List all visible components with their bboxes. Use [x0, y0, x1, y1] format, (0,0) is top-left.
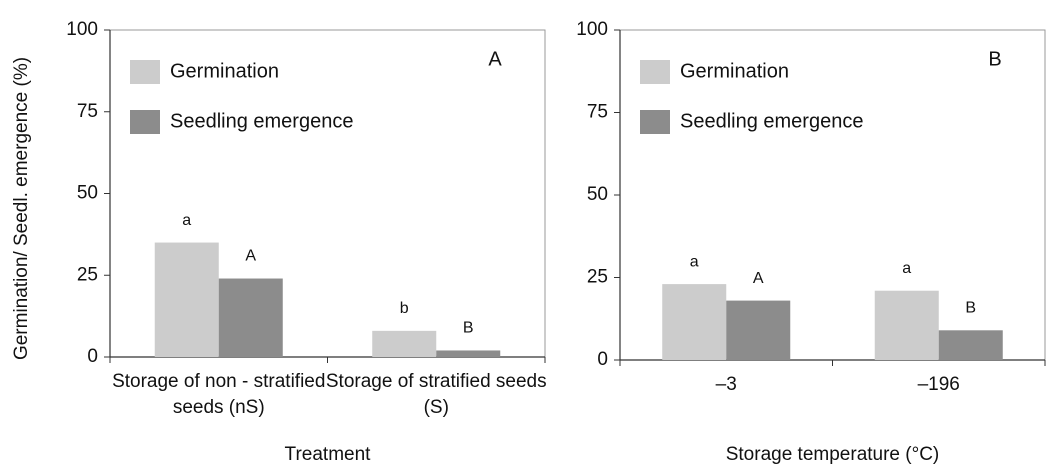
bar-letter: b	[400, 300, 409, 317]
y-tick-label: 75	[77, 101, 98, 122]
x-tick-label: Storage of non - stratified seeds (nS)	[112, 371, 326, 418]
bar	[372, 330, 437, 357]
legend-label: Germination	[170, 60, 279, 82]
x-tick-label: –3	[715, 374, 737, 395]
y-tick-label: 50	[587, 184, 608, 205]
legend-swatch	[130, 60, 160, 84]
bar-letter: B	[463, 320, 474, 337]
y-tick-label: 100	[576, 19, 608, 40]
bar-letter: A	[753, 270, 764, 287]
legend-label: Germination	[680, 60, 789, 82]
legend-swatch	[640, 60, 670, 84]
bar	[726, 300, 791, 360]
bar	[938, 330, 1003, 360]
y-tick-label: 25	[77, 264, 98, 285]
x-tick-label: Storage of stratified seeds (S)	[325, 371, 547, 418]
y-tick-label: 75	[587, 102, 608, 123]
y-tick-label: 0	[87, 346, 98, 367]
bar	[662, 284, 727, 360]
bar-letter: B	[965, 300, 976, 317]
y-tick-label: 100	[66, 19, 98, 40]
panel-label: B	[988, 48, 1001, 70]
bar	[218, 278, 283, 357]
panel-label: A	[488, 48, 502, 70]
x-tick-label-box: –3	[715, 374, 737, 395]
y-axis-title: Germination/ Seedl. emergence (%)	[11, 57, 32, 360]
x-tick-label: –196	[917, 374, 960, 395]
bar-letter: a	[690, 253, 699, 270]
y-tick-label: 50	[77, 183, 98, 204]
y-tick-label: 25	[587, 267, 608, 288]
x-tick-label-box: Storage of non - stratified seeds (nS)	[112, 371, 326, 418]
x-tick-label-box: –196	[917, 374, 960, 395]
legend-swatch	[640, 110, 670, 134]
legend-swatch	[130, 110, 160, 134]
x-tick-label-box: Storage of stratified seeds (S)	[325, 371, 547, 418]
bar	[436, 350, 501, 357]
bar-letter: a	[902, 260, 911, 277]
bar-letter: A	[245, 248, 256, 265]
x-axis-title: Storage temperature (°C)	[726, 444, 940, 465]
y-tick-label: 0	[597, 349, 608, 370]
bar	[874, 290, 939, 360]
bar-letter: a	[182, 212, 191, 229]
bar	[154, 242, 219, 357]
x-axis-title: Treatment	[285, 444, 372, 465]
legend-label: Seedling emergence	[680, 110, 863, 132]
legend-label: Seedling emergence	[170, 110, 353, 132]
